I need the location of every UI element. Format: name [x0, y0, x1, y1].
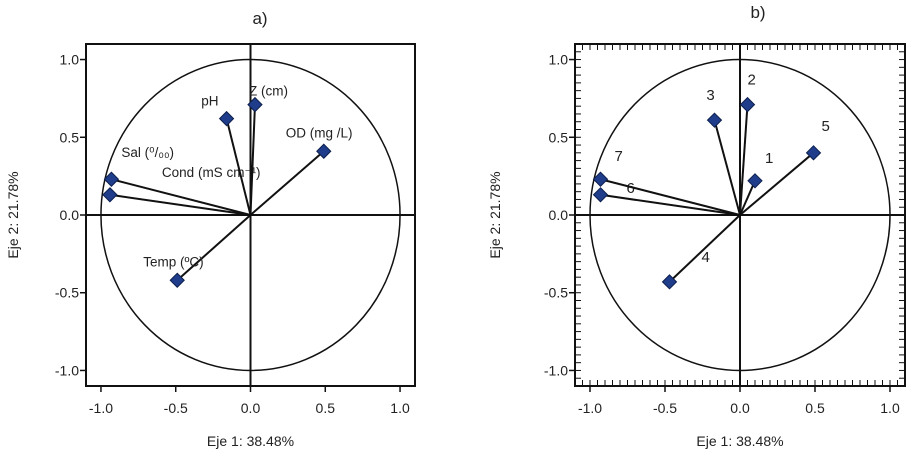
- y-tick-label: -0.5: [544, 285, 568, 301]
- data-point-label: 4: [702, 249, 710, 266]
- loading-vector: [176, 214, 252, 282]
- y-tick-label: 1.0: [549, 52, 569, 68]
- y-tick-label: 0.5: [60, 129, 80, 145]
- data-point-marker: [805, 145, 822, 161]
- y-tick-label: 0.5: [549, 129, 569, 145]
- data-point-marker: [661, 274, 678, 290]
- x-tick-label: 1.0: [390, 400, 410, 416]
- data-point-marker: [747, 173, 763, 189]
- data-point-label: Cond (mS cm⁻¹): [162, 165, 261, 180]
- data-point-marker: [316, 143, 332, 159]
- x-tick-label: 0.5: [316, 400, 336, 416]
- x-tick-label: -0.5: [653, 400, 677, 416]
- y-tick-label: 0.0: [549, 207, 569, 223]
- data-point-marker: [739, 96, 756, 113]
- data-point-marker: [592, 187, 609, 203]
- y-tick-label: -1.0: [55, 362, 79, 378]
- x-tick-label: -0.5: [164, 400, 188, 416]
- y-axis-label: Eje 2: 21.78%: [487, 171, 503, 258]
- loading-vector: [600, 193, 741, 216]
- data-point-label: Sal (⁰/₀₀): [121, 145, 174, 160]
- loading-vector: [111, 178, 251, 216]
- x-axis-label: Eje 1: 38.48%: [207, 433, 294, 449]
- data-point-label: 2: [748, 72, 756, 89]
- loading-vector: [600, 178, 741, 216]
- data-point-marker: [706, 112, 723, 128]
- data-point-marker: [102, 187, 118, 203]
- chart-panel-b: b) -1.0 -1.0 -0.5 -0.5 0.0 0.0 0.5 0.5 1.0 1.0 Eje …: [487, 3, 906, 449]
- data-point-label: 3: [706, 87, 714, 104]
- y-tick-label: 1.0: [60, 52, 80, 68]
- x-tick-label: 0.5: [805, 400, 825, 416]
- loading-vector: [668, 214, 741, 283]
- data-point-label: 5: [822, 118, 830, 135]
- unit-circle: [589, 58, 891, 372]
- data-point-label: 1: [765, 150, 773, 167]
- data-point-label: Z (cm): [249, 84, 288, 99]
- panel-title: b): [750, 3, 765, 22]
- loading-vector: [713, 119, 741, 216]
- y-tick-label: -0.5: [55, 285, 79, 301]
- y-tick-label: -1.0: [544, 362, 568, 378]
- y-axis-label: Eje 2: 21.78%: [5, 171, 21, 258]
- data-point-label: 7: [615, 148, 623, 165]
- panel-title: a): [252, 9, 267, 28]
- data-point-marker: [247, 96, 263, 113]
- loading-vector: [225, 118, 252, 216]
- loading-vector: [739, 180, 756, 216]
- x-tick-label: 0.0: [241, 400, 261, 416]
- loading-vector: [249, 150, 325, 216]
- x-tick-label: 1.0: [880, 400, 900, 416]
- loading-vector: [739, 152, 815, 216]
- loading-vector: [109, 193, 251, 216]
- loading-vector: [739, 104, 749, 216]
- unit-circle: [100, 58, 401, 372]
- loading-vector: [249, 104, 256, 216]
- chart-panel-a: a) -1.0 -1.0 -0.5 -0.5 0.0 0.0 0.5 0.5 1.0 1.0 Eje …: [5, 9, 416, 449]
- data-point-label: Temp (ºC): [143, 254, 203, 269]
- data-point-label: OD (mg /L): [286, 125, 353, 140]
- data-point-marker: [218, 110, 235, 127]
- data-point-marker: [169, 272, 185, 288]
- x-tick-label: -1.0: [578, 400, 602, 416]
- y-tick-label: 0.0: [60, 207, 80, 223]
- x-axis-label: Eje 1: 38.48%: [696, 433, 783, 449]
- data-point-marker: [592, 171, 609, 187]
- data-point-label: 6: [627, 180, 635, 197]
- x-tick-label: -1.0: [89, 400, 113, 416]
- data-point-label: pH: [201, 94, 218, 109]
- x-tick-label: 0.0: [730, 400, 750, 416]
- data-point-marker: [103, 171, 120, 187]
